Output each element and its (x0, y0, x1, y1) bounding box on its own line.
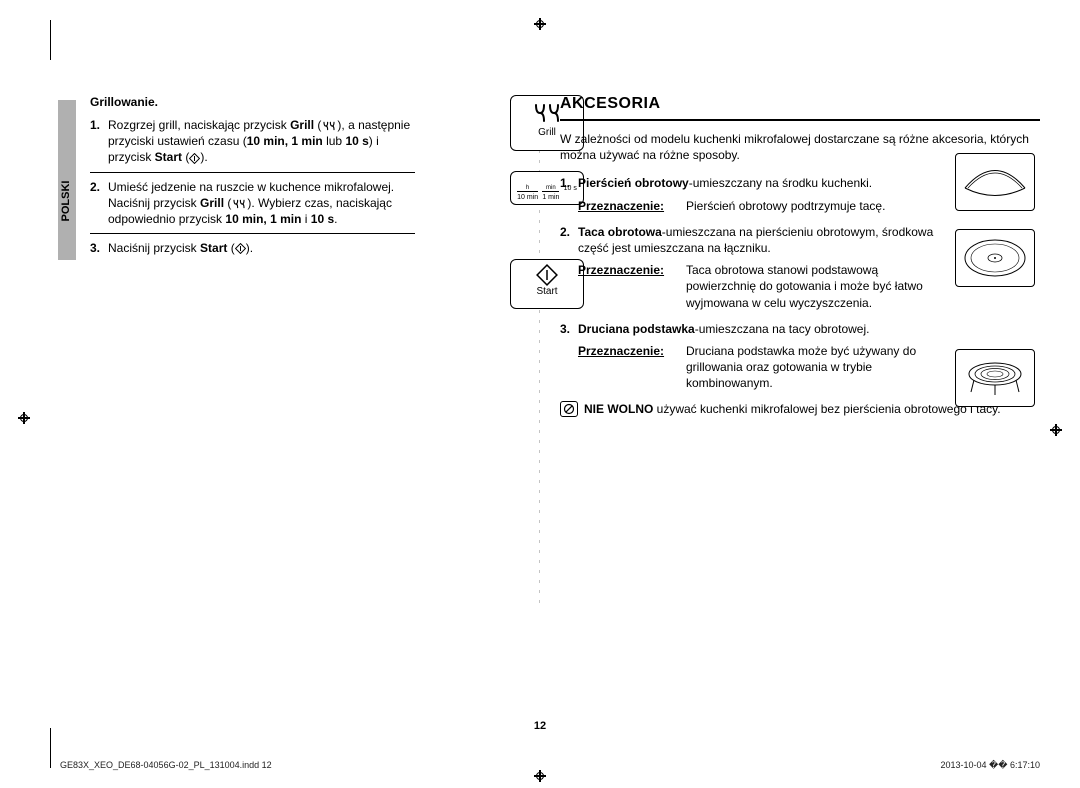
purpose-text: Pierścień obrotowy podtrzymuje tacę. (686, 198, 940, 214)
time-value: 10 min (517, 194, 538, 201)
accessory-item: 3. Druciana podstawka-umieszczana na tac… (560, 321, 1040, 337)
acc-desc: -umieszczany na środku kuchenki. (689, 176, 872, 190)
acc-num: 2. (560, 224, 578, 256)
purpose-text: Taca obrotowa stanowi podstawową powierz… (686, 262, 940, 311)
step-3: 3. Naciśnij przycisk Start (). (90, 240, 510, 256)
footer-timestamp: 2013-10-04 �� 6:17:10 (940, 760, 1040, 771)
step-text: Rozgrzej grill, naciskając przycisk Gril… (108, 117, 510, 166)
footer-filename: GE83X_XEO_DE68-04056G-02_PL_131004.indd … (60, 760, 272, 770)
heading-rule (560, 119, 1040, 121)
accessories-heading: AKCESORIA (560, 95, 1040, 113)
acc-body: Druciana podstawka-umieszczana na tacy o… (578, 321, 1040, 337)
registration-mark-icon (18, 412, 30, 424)
grill-wave-icon (530, 102, 564, 124)
purpose-label: Przeznaczenie: (578, 198, 680, 214)
crop-mark (50, 728, 51, 768)
step-text: Umieść jedzenie na ruszcie w kuchence mi… (108, 179, 510, 228)
time-label: h (517, 185, 538, 192)
grilling-subhead: Grillowanie. (90, 95, 510, 109)
step-1: 1. Rozgrzej grill, naciskając przycisk G… (90, 117, 510, 166)
time-label: min (542, 185, 559, 192)
right-column: AKCESORIA W zależności od modelu kuchenk… (560, 95, 1040, 418)
left-column: Grillowanie. 1. Rozgrzej grill, naciskaj… (90, 95, 510, 262)
registration-mark-icon (534, 770, 546, 782)
language-tab: POLSKI (58, 100, 76, 260)
time-value: 1 min (542, 194, 559, 201)
separator (90, 172, 415, 173)
acc-desc: -umieszczana na tacy obrotowej. (695, 322, 870, 336)
turntable-illustration (955, 229, 1035, 287)
purpose-label: Przeznaczenie: (578, 262, 680, 311)
step-num: 3. (90, 240, 108, 256)
crop-mark (50, 20, 51, 60)
prohibit-icon (560, 401, 578, 417)
language-tab-label: POLSKI (60, 131, 72, 271)
registration-mark-icon (1050, 424, 1062, 436)
wire-rack-illustration (955, 349, 1035, 407)
step-2: 2. Umieść jedzenie na ruszcie w kuchence… (90, 179, 510, 228)
start-diamond-icon (536, 264, 558, 286)
roller-ring-illustration (955, 153, 1035, 211)
time-col-2: min 1 min (542, 185, 559, 201)
time-col-1: h 10 min (517, 185, 538, 201)
manual-page: POLSKI Grillowanie. 1. Rozgrzej grill, n… (0, 0, 1080, 788)
page-number: 12 (0, 720, 1080, 732)
acc-title: Pierścień obrotowy (578, 176, 689, 190)
purpose-label: Przeznaczenie: (578, 343, 680, 392)
acc-title: Druciana podstawka (578, 322, 695, 336)
acc-num: 3. (560, 321, 578, 337)
step-num: 2. (90, 179, 108, 228)
registration-mark-icon (534, 18, 546, 30)
separator (90, 233, 415, 234)
purpose-text: Druciana podstawka może być używany do g… (686, 343, 940, 392)
step-text: Naciśnij przycisk Start (). (108, 240, 510, 256)
step-num: 1. (90, 117, 108, 166)
acc-title: Taca obrotowa (578, 225, 662, 239)
acc-num: 1. (560, 175, 578, 191)
